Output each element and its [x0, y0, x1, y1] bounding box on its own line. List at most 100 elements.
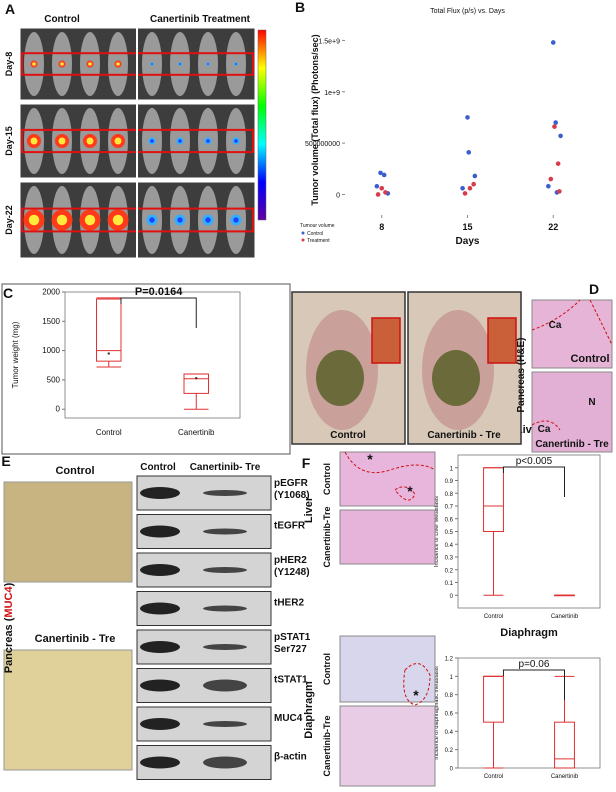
y-axis-label: Tumor volume (Total flux) (Photons/sec): [310, 34, 320, 205]
side-label-part: Pancreas (: [3, 617, 15, 673]
chart-title: Total Flux (p/s) vs. Days: [430, 8, 505, 15]
region-label: N: [588, 397, 595, 408]
blot-label: pEGFR: [274, 478, 309, 489]
point: [546, 183, 551, 189]
y-tick-label: 2000: [42, 288, 60, 297]
tumor-outline: [531, 420, 561, 431]
point: [467, 185, 473, 191]
signal: [60, 62, 64, 66]
band: [140, 718, 180, 730]
bracket: [502, 669, 565, 700]
signal: [206, 139, 210, 143]
point: [379, 185, 385, 191]
mean: [195, 376, 198, 380]
y-tick-label: 0.5: [445, 530, 454, 536]
signal: [58, 137, 66, 145]
row-label: Canertinib-Tre: [322, 715, 332, 776]
blot-label: (Y1248): [274, 567, 310, 578]
band: [140, 679, 180, 692]
point: [460, 185, 465, 191]
y-tick-label: 0.4: [445, 543, 454, 549]
band: [140, 602, 180, 615]
blot-label: pHER2: [274, 555, 307, 566]
y-tick-label: 500: [47, 375, 61, 384]
signal: [56, 214, 68, 226]
y-tick-label: 1500: [42, 317, 60, 326]
y-tick-label: 0.6: [445, 517, 454, 523]
signal: [233, 217, 239, 223]
signal: [177, 217, 183, 223]
signal: [207, 63, 209, 65]
signal: [116, 62, 120, 66]
band: [140, 756, 180, 769]
blot-label: tHER2: [274, 598, 304, 609]
point: [557, 189, 562, 194]
image-label: Control: [570, 353, 609, 365]
point: [383, 190, 388, 195]
x-tick-label: 8: [379, 222, 384, 232]
day-label: Day-22: [4, 205, 14, 235]
histology: [531, 299, 613, 369]
side-label-part: ): [3, 582, 15, 586]
annotation: p=0.06: [519, 659, 550, 670]
band: [203, 528, 247, 535]
mean: [107, 352, 110, 355]
y-tick-label: 1e+9: [324, 90, 340, 97]
blot-label: Ser727: [274, 644, 307, 655]
signal: [149, 217, 155, 223]
panel-label: D: [589, 281, 599, 297]
point: [552, 124, 557, 129]
column-label: Canertinib- Tre: [190, 462, 261, 473]
point: [550, 40, 556, 45]
band: [140, 641, 180, 653]
y-tick-label: 0.3: [445, 556, 454, 562]
signal: [151, 63, 153, 65]
point: [466, 150, 472, 155]
x-tick-label: Control: [484, 774, 503, 780]
region-label: Ca: [538, 424, 551, 435]
panel-label: A: [5, 1, 15, 17]
side-label-part: MUC4: [3, 586, 15, 618]
y-tick-label: 0.4: [445, 730, 454, 736]
point: [381, 172, 387, 178]
row-label: Control: [322, 463, 332, 495]
point: [374, 183, 380, 189]
signal: [114, 137, 122, 145]
ihc: [3, 481, 133, 583]
y-tick-label: 0.8: [445, 693, 454, 699]
side-label: Pancreas (MUC4): [3, 582, 15, 673]
side-label: Pancreas (H&E): [516, 337, 527, 412]
panel-label: F: [302, 455, 311, 471]
chart-title: Diaphragm: [500, 627, 558, 639]
box: [554, 721, 575, 769]
band: [203, 756, 247, 769]
photo-label: Control: [330, 430, 366, 441]
signal: [235, 63, 237, 65]
y-tick-label: 0.6: [445, 712, 454, 718]
blot-label: (Y1068): [274, 490, 310, 501]
band: [203, 679, 247, 692]
ihc: [3, 649, 133, 771]
signal: [32, 62, 36, 66]
blot-label: MUC4: [274, 713, 303, 724]
point: [462, 191, 468, 196]
x-tick-label: Canertinib: [178, 428, 215, 437]
asterisk: *: [413, 687, 419, 703]
y-tick-label: 1: [450, 466, 454, 472]
point: [548, 176, 554, 182]
y-tick-label: 1.5e+9: [318, 38, 340, 45]
day-label: Day-8: [4, 52, 14, 77]
point: [558, 133, 563, 139]
x-tick-label: Canertinib: [551, 614, 579, 620]
day-label: Day-15: [4, 126, 14, 156]
point: [472, 173, 478, 179]
panel-label: C: [3, 285, 13, 301]
asterisk: *: [407, 483, 413, 499]
signal: [234, 139, 238, 143]
y-axis-label: Incidence of Liver Metastasis: [434, 496, 440, 567]
annotation: P=0.0164: [135, 286, 183, 298]
x-tick-label: Canertinib: [551, 774, 579, 780]
bracket: [120, 297, 197, 328]
y-tick-label: 1: [450, 675, 454, 681]
